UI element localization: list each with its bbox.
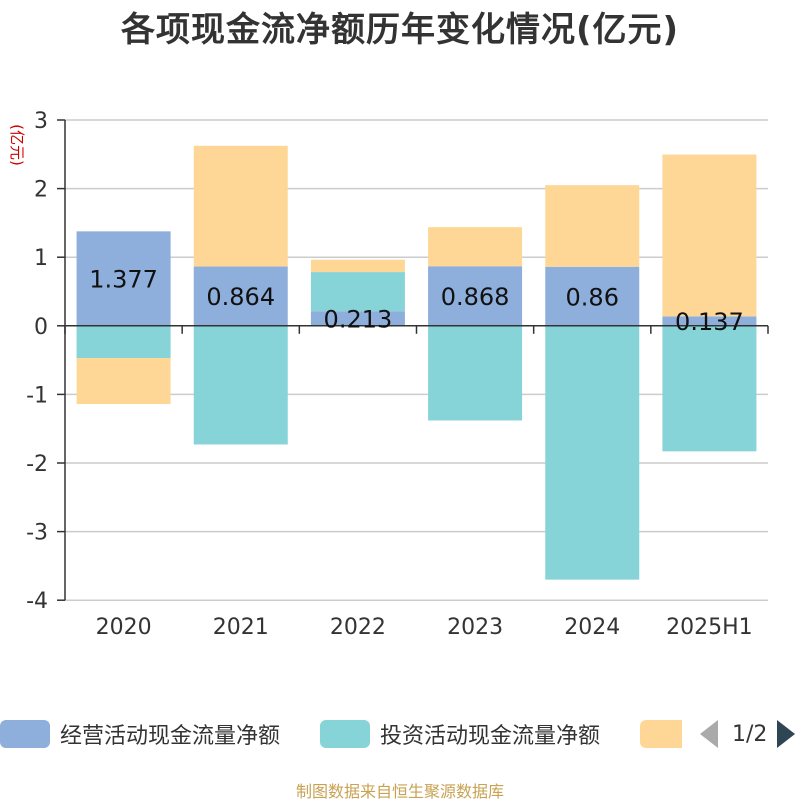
y-tick-label: -1 xyxy=(26,383,48,408)
bar-investing-2025H1 xyxy=(662,325,757,452)
bar-investing-2020 xyxy=(76,325,171,359)
bar-operating-2022 xyxy=(310,311,405,326)
y-tick-label: -4 xyxy=(26,589,48,614)
axes: 3 2 1 0 -1 -2 -3 -4 (亿元) 2020 2021 2022 2023 2024 2025… xyxy=(8,109,769,640)
bar-investing-2022 xyxy=(310,272,405,312)
bar-operating-2020 xyxy=(76,231,171,326)
bar-investing-2023 xyxy=(428,325,523,421)
bar-financing-2022 xyxy=(310,259,405,273)
legend-next-page-icon[interactable] xyxy=(777,720,796,748)
bar-financing-2023 xyxy=(428,227,523,267)
legend-item-investing[interactable]: 投资活动现金流量净额 xyxy=(320,716,600,752)
x-tick-label: 2021 xyxy=(213,615,269,640)
bar-operating-2023 xyxy=(428,266,523,326)
bar-financing-2020 xyxy=(76,358,171,405)
bars xyxy=(76,145,757,580)
legend-label-operating: 经营活动现金流量净额 xyxy=(60,724,281,749)
bar-operating-2021 xyxy=(193,266,288,326)
bar-operating-2025H1 xyxy=(662,316,757,326)
grid-lines xyxy=(65,119,768,601)
y-tick-label: -2 xyxy=(26,452,48,477)
x-tick-label: 2024 xyxy=(564,615,620,640)
data-label-operating: 1.377 xyxy=(89,266,158,294)
data-label-operating: 0.213 xyxy=(324,305,393,333)
legend-pager: 1/2 xyxy=(700,716,796,752)
legend-prev-page-icon[interactable] xyxy=(700,720,718,748)
x-tick-label: 2022 xyxy=(330,615,386,640)
bar-operating-2024 xyxy=(545,266,640,326)
data-label-operating: 0.868 xyxy=(441,283,510,311)
data-source-note: 制图数据来自恒生聚源数据库 xyxy=(295,782,504,801)
x-tick-label: 2025H1 xyxy=(666,615,753,640)
data-label-operating: 0.86 xyxy=(566,283,619,311)
legend-swatch-financing xyxy=(640,720,682,748)
bar-investing-2021 xyxy=(193,325,288,445)
y-tick-label: 2 xyxy=(34,178,48,203)
legend-label-investing: 投资活动现金流量净额 xyxy=(380,724,601,749)
bar-financing-2024 xyxy=(545,185,640,267)
data-labels: 1.377 0.864 0.213 0.868 0.86 0.137 xyxy=(89,266,744,337)
bar-financing-2021 xyxy=(193,145,288,267)
chart-title: 各项现金流净额历年变化情况(亿元) xyxy=(120,10,680,50)
legend-page-indicator: 1/2 xyxy=(732,721,768,747)
legend-swatch-operating xyxy=(0,720,50,748)
y-tick-label: 3 xyxy=(34,109,48,134)
x-tick-label: 2020 xyxy=(96,615,152,640)
y-tick-label: -3 xyxy=(26,521,48,546)
y-tick-label: 0 xyxy=(34,315,48,340)
bar-financing-2025H1 xyxy=(662,154,757,317)
data-label-operating: 0.137 xyxy=(675,308,744,336)
x-tick-label: 2023 xyxy=(447,615,503,640)
y-tick-label: 1 xyxy=(34,246,48,271)
legend-item-financing[interactable] xyxy=(640,716,682,752)
legend: 经营活动现金流量净额 投资活动现金流量净额 1/2 xyxy=(0,716,800,752)
legend-swatch-investing xyxy=(320,720,370,748)
y-axis-unit: (亿元) xyxy=(8,124,26,166)
data-label-operating: 0.864 xyxy=(206,283,275,311)
bar-investing-2024 xyxy=(545,325,640,580)
legend-item-operating[interactable]: 经营活动现金流量净额 xyxy=(0,716,280,752)
